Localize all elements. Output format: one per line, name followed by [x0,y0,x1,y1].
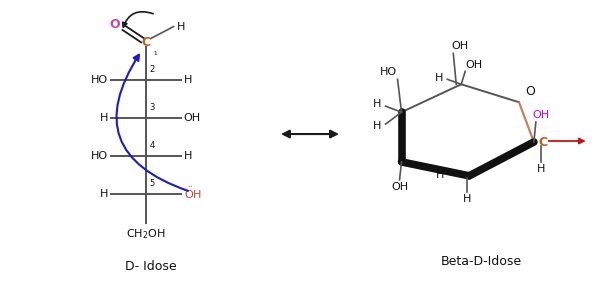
Text: OH: OH [465,60,482,70]
Text: H: H [373,121,382,131]
Text: 3: 3 [150,103,155,112]
Text: HO: HO [91,75,108,85]
Text: O: O [110,18,120,31]
Text: OH: OH [451,41,468,51]
Text: Beta-D-Idose: Beta-D-Idose [440,255,522,268]
Text: H: H [177,22,185,32]
Text: HO: HO [379,67,396,77]
Text: H: H [183,151,192,161]
Text: OH: OH [391,182,408,192]
Text: D- Idose: D- Idose [125,260,177,273]
Text: H: H [100,189,108,199]
Text: CH$_2$OH: CH$_2$OH [126,227,166,241]
Text: H: H [537,164,545,174]
Text: $\ddot{\mathrm{O}}$H: $\ddot{\mathrm{O}}$H [183,186,202,201]
Text: H: H [373,99,382,109]
Text: C: C [539,135,548,149]
Text: H: H [435,73,443,83]
Text: $_{1}$: $_{1}$ [153,49,158,59]
Text: H: H [436,170,445,180]
Text: 4: 4 [150,141,155,150]
Text: H: H [183,75,192,85]
Text: HO: HO [91,151,108,161]
Text: OH: OH [183,113,201,123]
Text: 5: 5 [150,179,155,188]
Text: H: H [100,113,108,123]
Text: C: C [141,36,150,49]
Text: OH: OH [532,110,549,120]
Text: O: O [525,85,535,98]
Text: H: H [463,194,471,204]
Text: 2: 2 [150,65,155,74]
